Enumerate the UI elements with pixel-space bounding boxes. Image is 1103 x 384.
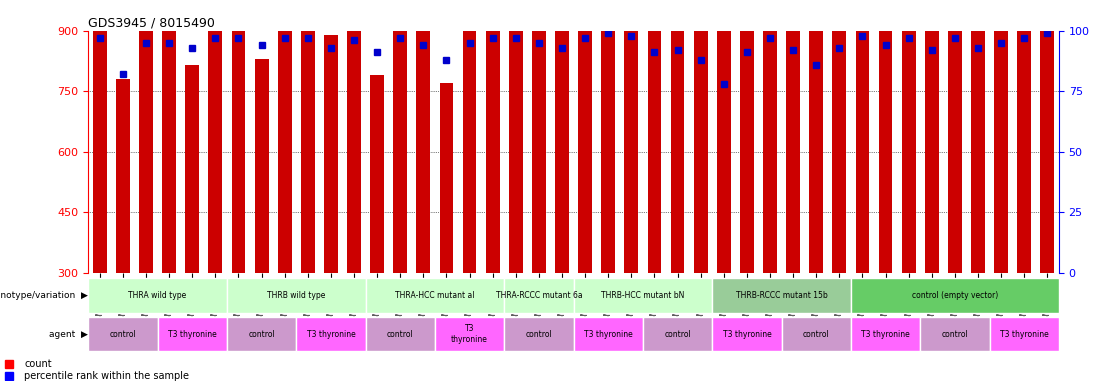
FancyBboxPatch shape [365,317,435,351]
Text: genotype/variation  ▶: genotype/variation ▶ [0,291,88,300]
Text: THRA-RCCC mutant 6a: THRA-RCCC mutant 6a [495,291,582,300]
FancyBboxPatch shape [435,317,504,351]
Bar [671,17,685,273]
Text: control (empty vector): control (empty vector) [912,291,998,300]
FancyBboxPatch shape [713,317,782,351]
Bar [763,0,777,273]
Text: T3 thyronine: T3 thyronine [307,329,355,339]
Text: T3
thyronine: T3 thyronine [451,324,488,344]
Bar [717,29,730,273]
FancyBboxPatch shape [365,278,504,313]
Bar [1017,0,1031,273]
Bar [439,83,453,273]
Bar [185,65,200,273]
Bar [278,0,291,273]
Bar [485,0,500,273]
Text: control: control [109,329,137,339]
Bar [116,79,130,273]
Bar [856,0,869,273]
FancyBboxPatch shape [158,317,227,351]
Bar [810,23,823,273]
Bar [255,59,268,273]
Text: T3 thyronine: T3 thyronine [999,329,1049,339]
FancyBboxPatch shape [920,317,989,351]
Bar [694,31,708,273]
FancyBboxPatch shape [297,317,365,351]
Text: T3 thyronine: T3 thyronine [722,329,771,339]
FancyBboxPatch shape [713,278,850,313]
Text: control: control [803,329,829,339]
Bar [371,75,384,273]
Text: T3 thyronine: T3 thyronine [583,329,633,339]
Bar [624,0,639,273]
Bar [301,0,314,273]
Text: THRA wild type: THRA wild type [128,291,186,300]
Bar [208,0,223,273]
Bar [879,0,892,273]
Bar [508,0,523,273]
Text: THRB wild type: THRB wild type [267,291,325,300]
Bar [740,17,753,273]
Text: count: count [24,359,52,369]
Bar [232,0,245,273]
FancyBboxPatch shape [989,317,1059,351]
Bar [578,0,592,273]
FancyBboxPatch shape [504,317,574,351]
Bar [417,23,430,273]
FancyBboxPatch shape [850,278,1059,313]
FancyBboxPatch shape [574,278,713,313]
Bar [462,23,476,273]
Text: control: control [387,329,414,339]
Bar [162,18,176,273]
Text: percentile rank within the sample: percentile rank within the sample [24,371,190,381]
FancyBboxPatch shape [227,278,365,313]
FancyBboxPatch shape [88,317,158,351]
FancyBboxPatch shape [227,317,297,351]
FancyBboxPatch shape [782,317,850,351]
Bar [555,0,569,273]
FancyBboxPatch shape [574,317,643,351]
FancyBboxPatch shape [504,278,574,313]
Text: control: control [664,329,690,339]
Text: control: control [942,329,968,339]
Bar [947,0,962,273]
Bar [924,15,939,273]
Text: agent  ▶: agent ▶ [50,329,88,339]
Bar [994,0,1008,273]
FancyBboxPatch shape [850,317,920,351]
Text: control: control [525,329,553,339]
FancyBboxPatch shape [88,278,227,313]
Bar [394,0,407,273]
Bar [601,0,615,273]
Bar [93,0,107,273]
Bar [532,0,546,273]
Text: control: control [248,329,275,339]
Text: T3 thyronine: T3 thyronine [861,329,910,339]
Bar [324,35,338,273]
Bar [902,0,915,273]
Text: THRA-HCC mutant al: THRA-HCC mutant al [395,291,474,300]
Text: T3 thyronine: T3 thyronine [168,329,216,339]
Bar [1040,0,1054,273]
Text: THRB-RCCC mutant 15b: THRB-RCCC mutant 15b [736,291,827,300]
Bar [647,17,662,273]
Text: GDS3945 / 8015490: GDS3945 / 8015490 [88,17,215,30]
FancyBboxPatch shape [643,317,713,351]
Bar [786,18,800,273]
Bar [139,26,153,273]
Bar [833,13,846,273]
Text: THRB-HCC mutant bN: THRB-HCC mutant bN [601,291,685,300]
Bar [347,21,361,273]
Bar [971,10,985,273]
